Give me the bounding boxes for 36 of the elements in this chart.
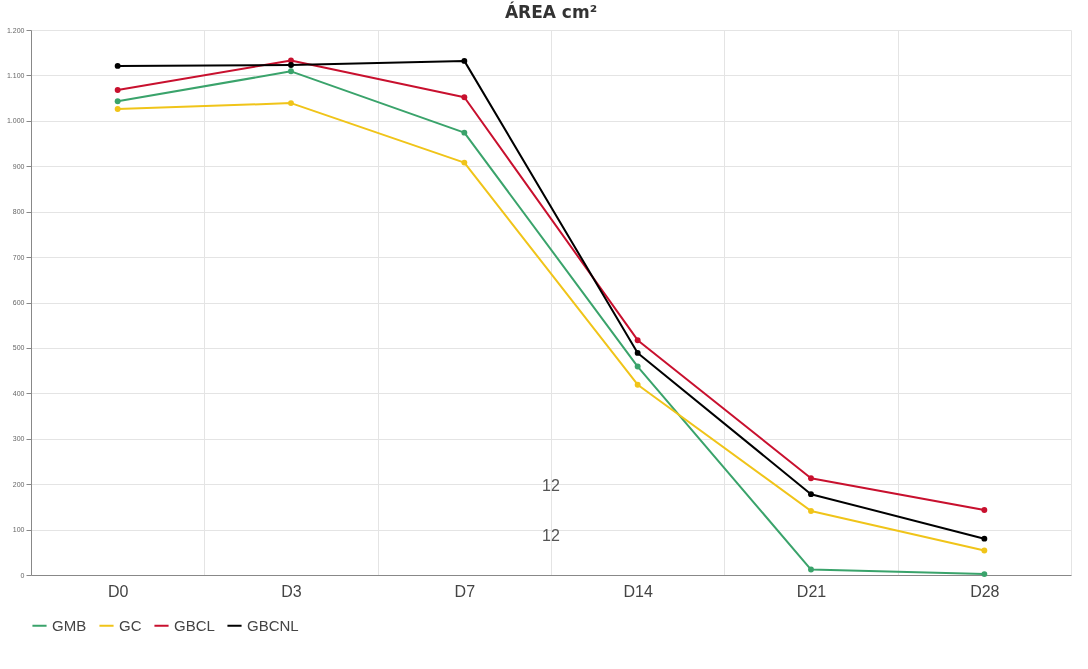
point — [114, 62, 121, 69]
point — [634, 381, 641, 388]
point — [981, 507, 988, 514]
point — [634, 363, 641, 370]
point — [114, 98, 121, 105]
point — [461, 159, 468, 166]
point — [808, 491, 814, 498]
point — [288, 68, 294, 75]
x-tick-label: D0 — [107, 582, 129, 600]
point — [461, 94, 468, 101]
x-tick-label: D3 — [281, 582, 302, 600]
point — [808, 566, 814, 573]
legend-label: GBCL — [174, 616, 215, 634]
x-tick-label: D14 — [623, 582, 653, 600]
point — [461, 129, 468, 136]
legend-label: GC — [119, 616, 142, 634]
point — [981, 547, 988, 554]
point — [981, 571, 988, 578]
point — [634, 337, 641, 344]
point — [114, 106, 121, 112]
legend-label: GBCNL — [247, 616, 299, 634]
point — [288, 100, 294, 107]
legend-label: GMB — [52, 616, 87, 634]
annotation: 12 — [542, 527, 560, 544]
point — [808, 475, 814, 482]
point — [808, 508, 814, 514]
point — [634, 349, 641, 356]
x-tick-label: D7 — [454, 582, 476, 600]
point — [114, 87, 121, 93]
annotation: 12 — [542, 477, 560, 494]
point — [981, 535, 988, 542]
x-tick-label: D21 — [796, 582, 827, 600]
chart-title: ÁREA cm² — [504, 1, 598, 22]
point — [288, 62, 294, 68]
point — [461, 57, 468, 64]
x-tick-label: D28 — [970, 582, 1000, 600]
